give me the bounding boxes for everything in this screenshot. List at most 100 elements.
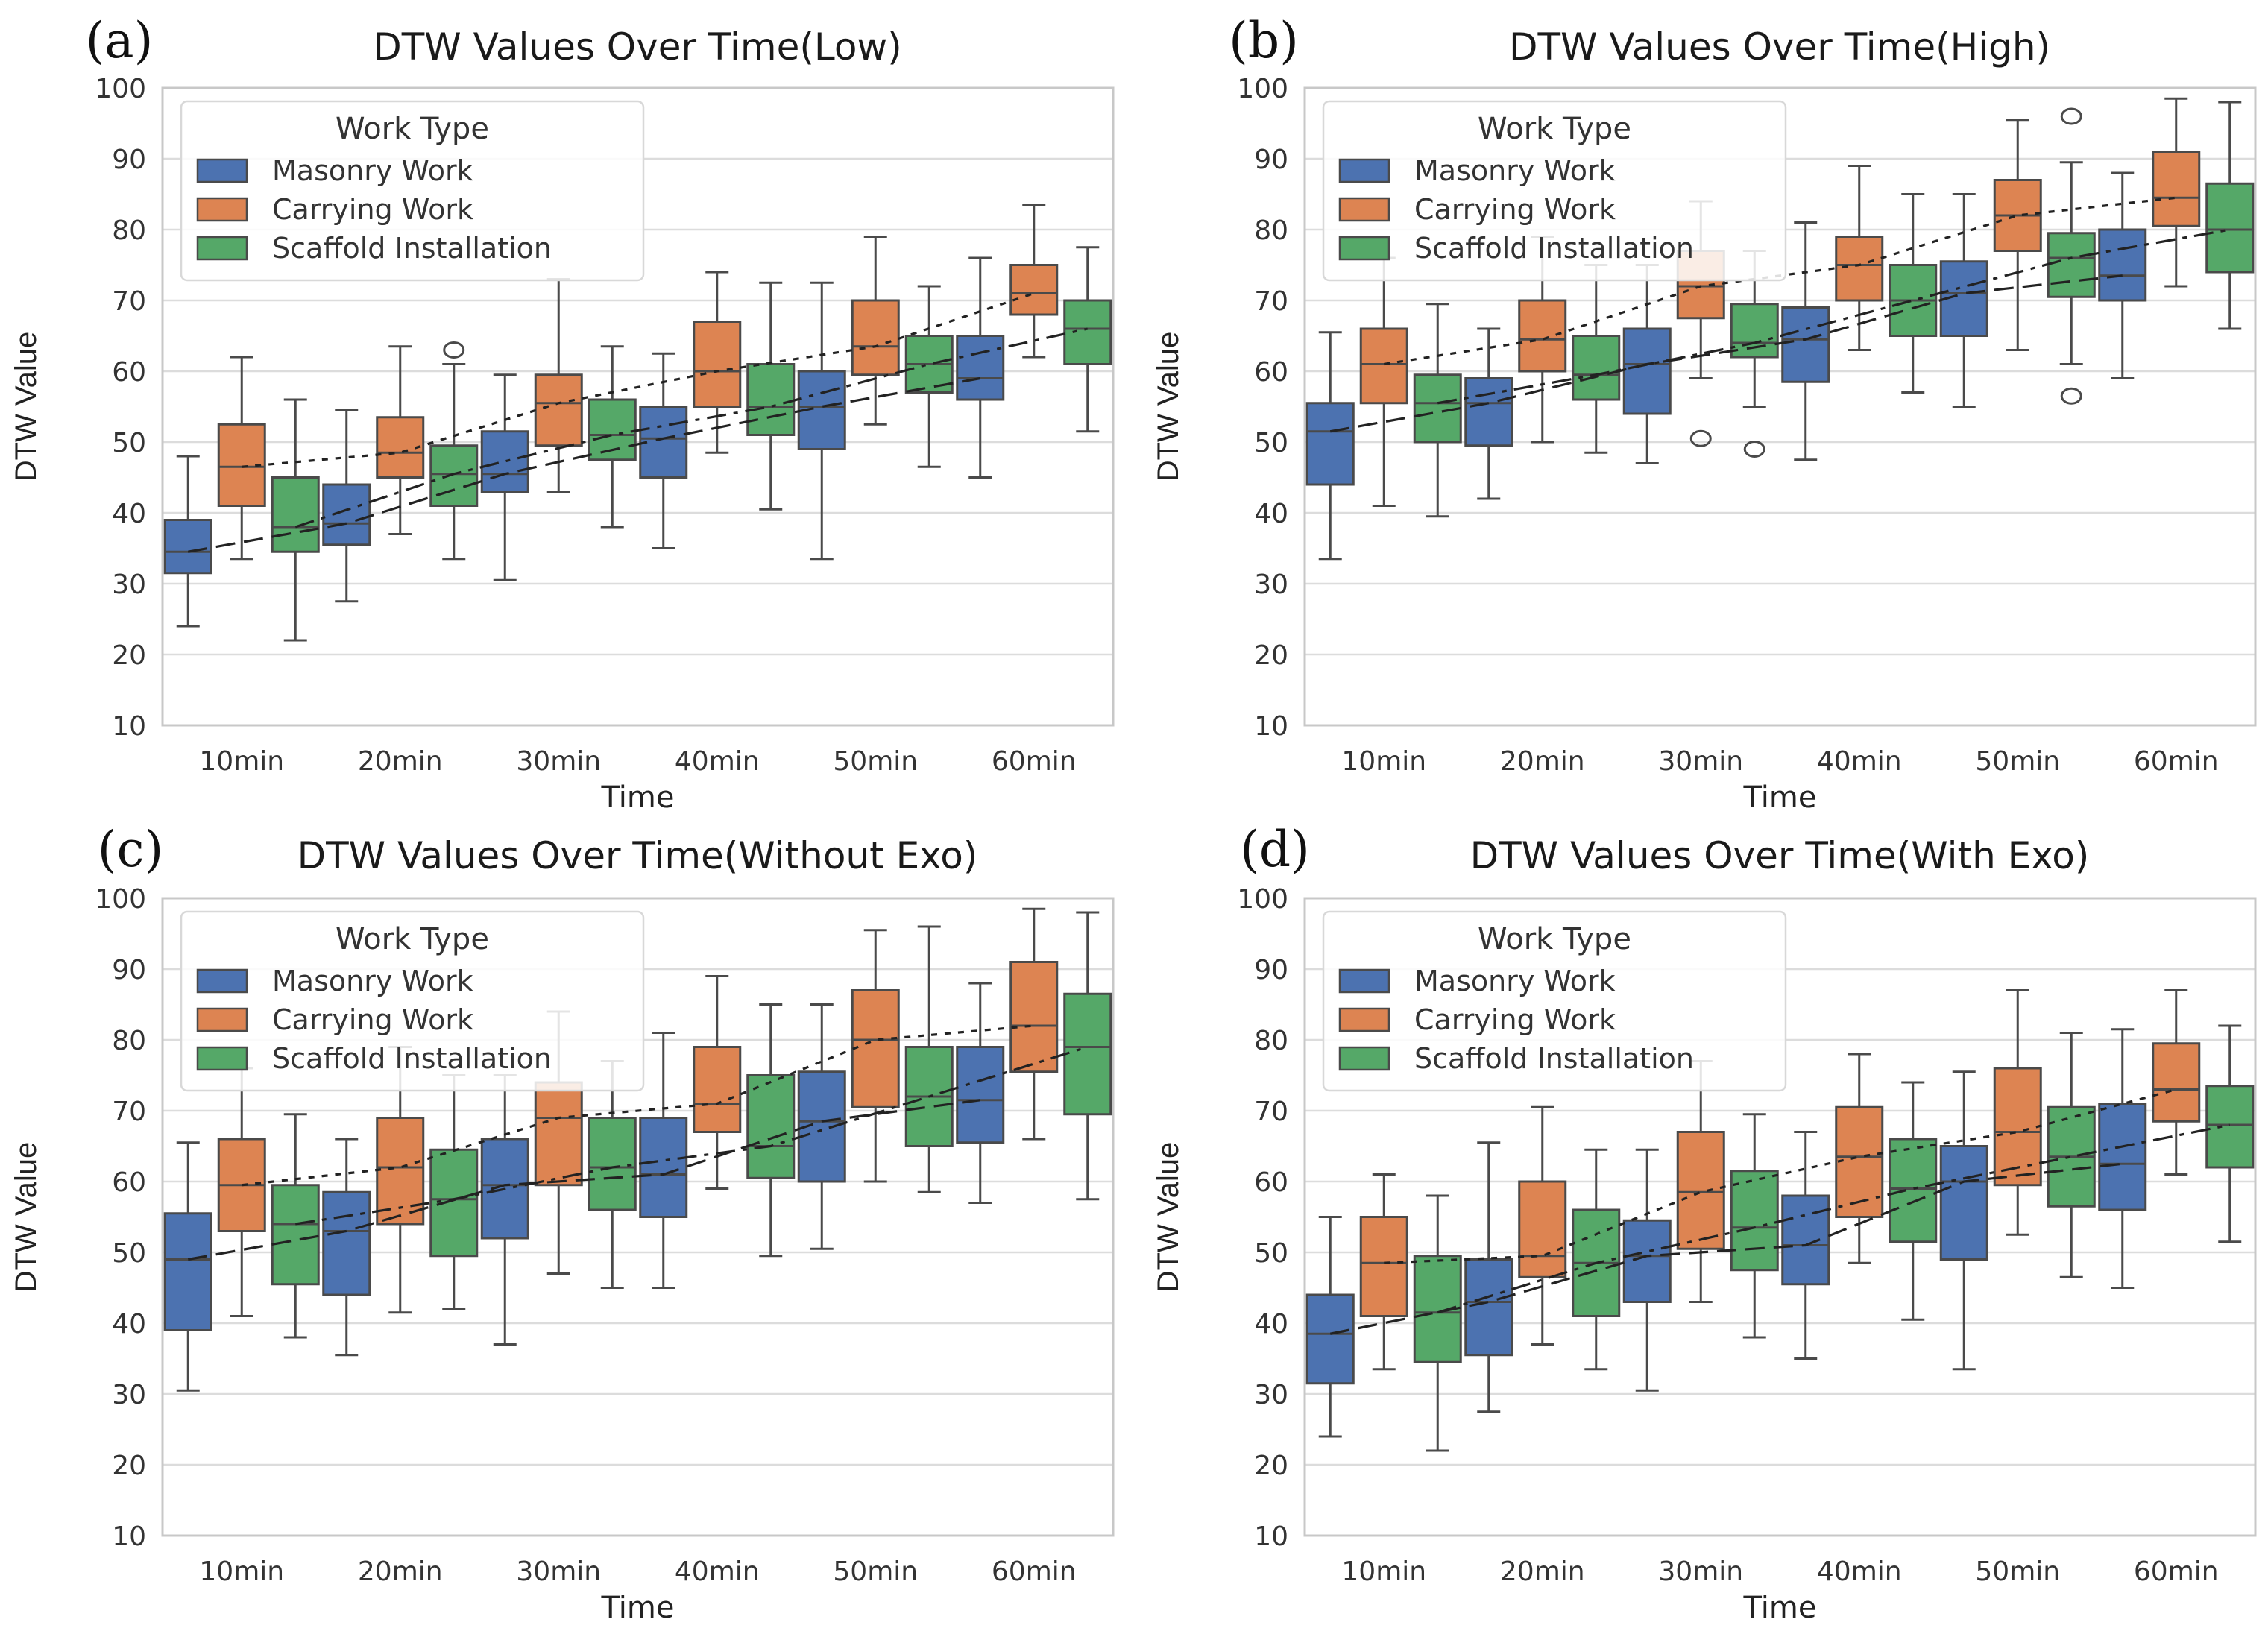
y-axis-label: DTW Value <box>1152 332 1185 482</box>
y-tick-label: 10 <box>1254 1521 1288 1552</box>
box-body <box>2098 1103 2147 1211</box>
trend-line-masonry-work <box>187 376 981 553</box>
y-tick-label: 40 <box>1254 499 1288 529</box>
x-tick-label: 20min <box>358 746 443 777</box>
outlier-point <box>1689 429 1712 447</box>
y-tick-label: 70 <box>112 286 146 317</box>
box-body <box>1939 1145 1988 1261</box>
box-masonry-work-30min <box>1622 264 1672 464</box>
box-masonry-work-30min <box>1622 1148 1672 1392</box>
box-masonry-work-40min <box>639 352 688 549</box>
plot-frame <box>161 897 1115 1537</box>
box-body <box>1781 1194 1830 1286</box>
legend-swatch <box>1338 197 1390 222</box>
panel-label: (d) <box>1240 821 1310 878</box>
box-scaffold-installation-30min <box>1730 1113 1779 1339</box>
x-tick-label: 40min <box>1817 1556 1902 1587</box>
outlier-point <box>443 341 465 359</box>
box-body <box>480 430 529 493</box>
box-body <box>1518 1180 1567 1278</box>
box-body <box>1009 961 1059 1073</box>
panel-label: (b) <box>1229 12 1299 69</box>
y-tick-label: 90 <box>112 145 146 175</box>
trend-line-masonry-work <box>1329 1162 2123 1335</box>
box-body <box>2098 228 2147 302</box>
y-tick-label: 10 <box>112 711 146 742</box>
box-body <box>1305 402 1355 486</box>
box-body <box>746 1074 796 1179</box>
legend-entry: Scaffold Installation <box>1414 232 1694 265</box>
box-scaffold-installation-40min <box>746 1003 796 1258</box>
box-body <box>1063 299 1112 365</box>
box-body <box>163 519 212 575</box>
x-tick-label: 30min <box>516 1556 601 1587</box>
y-tick-label: 60 <box>1254 1167 1288 1198</box>
box-body <box>1622 1219 1672 1303</box>
x-tick-label: 60min <box>992 746 1077 777</box>
x-tick-label: 50min <box>1975 1556 2060 1587</box>
box-masonry-work-60min <box>956 982 1005 1204</box>
legend-box <box>180 910 645 1092</box>
x-tick-label: 60min <box>992 1556 1077 1587</box>
box-body <box>639 406 688 479</box>
trend-line-scaffold-installation <box>295 1045 1089 1226</box>
legend-swatch <box>1338 1046 1390 1071</box>
box-scaffold-installation-40min <box>1889 193 1938 394</box>
y-tick-label: 60 <box>1254 357 1288 388</box>
y-tick-label: 30 <box>112 570 146 600</box>
box-body <box>2152 151 2201 227</box>
legend-swatch <box>196 1046 248 1071</box>
box-body <box>1305 1293 1355 1385</box>
box-scaffold-installation-60min <box>2205 101 2255 330</box>
x-tick-label: 50min <box>1975 746 2060 777</box>
legend-title: Work Type <box>336 922 489 956</box>
box-carrying-work-30min <box>1676 1060 1725 1303</box>
chart-panel-b: 10 20 30 40 50 60 70 80 90 100 (b) DTW Values Over … <box>1152 12 2257 815</box>
legend-swatch <box>196 1007 248 1032</box>
box-body <box>956 335 1005 401</box>
box-carrying-work-30min <box>534 1010 583 1275</box>
x-axis-label: Time <box>1743 780 1817 815</box>
x-tick-label: 10min <box>199 1556 284 1587</box>
legend-entry: Masonry Work <box>272 154 473 187</box>
box-scaffold-installation-60min <box>2205 1024 2255 1243</box>
box-carrying-work-10min <box>1359 256 1408 507</box>
y-tick-label: 90 <box>1254 955 1288 985</box>
box-body <box>639 1117 688 1218</box>
box-carrying-work-40min <box>693 271 742 454</box>
x-tick-label: 40min <box>675 1556 760 1587</box>
legend-swatch <box>1338 1007 1390 1032</box>
box-body <box>1622 327 1672 415</box>
y-tick-label: 60 <box>112 357 146 388</box>
x-tick-label: 20min <box>358 1556 443 1587</box>
legend: Work Type Masonry Work Carrying Work Scaffo… <box>180 100 645 282</box>
box-carrying-work-60min <box>2152 97 2201 288</box>
box-carrying-work-50min <box>851 236 900 426</box>
y-axis-label: DTW Value <box>10 1142 42 1293</box>
y-tick-label: 80 <box>1254 215 1288 246</box>
y-tick-label: 50 <box>112 1238 146 1269</box>
y-tick-label: 30 <box>1254 1380 1288 1410</box>
outlier-point <box>1743 441 1765 458</box>
x-tick-label: 20min <box>1500 1556 1585 1587</box>
chart-title: DTW Values Over Time(Without Exo) <box>297 834 978 877</box>
y-tick-label: 100 <box>95 884 146 915</box>
plot-frame <box>1303 897 2257 1537</box>
y-tick-label: 10 <box>1254 711 1288 742</box>
chart-title: DTW Values Over Time(High) <box>1509 25 2050 69</box>
y-tick-label: 100 <box>1237 74 1288 104</box>
box-carrying-work-60min <box>2152 989 2201 1176</box>
trend-line-masonry-work <box>187 1099 980 1261</box>
legend-entry: Scaffold Installation <box>272 232 552 265</box>
trend-line-carrying-work <box>242 1024 1034 1187</box>
box-masonry-work-20min <box>322 409 371 603</box>
box-body <box>1359 1216 1408 1317</box>
legend-entry: Carrying Work <box>272 193 473 226</box>
box-body <box>2152 1042 2201 1123</box>
box-body <box>797 1070 846 1183</box>
legend-box <box>1322 100 1787 282</box>
y-tick-label: 100 <box>1237 884 1288 915</box>
legend-swatch <box>1338 236 1390 261</box>
x-tick-label: 60min <box>2134 1556 2219 1587</box>
